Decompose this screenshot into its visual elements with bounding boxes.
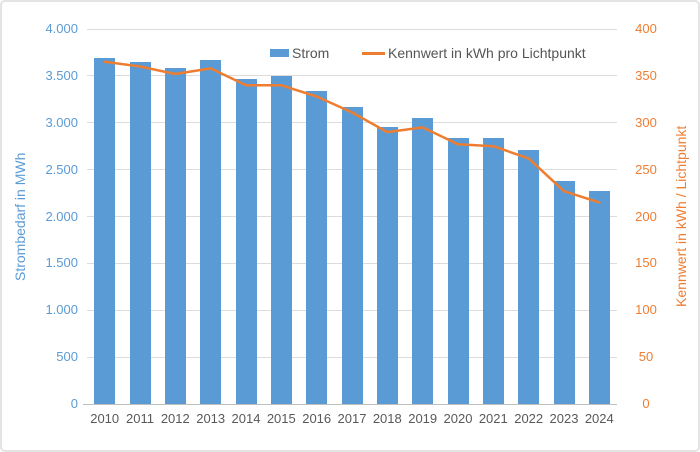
bar-2022 [518,149,540,404]
left-tick-label: 3.500 [45,67,78,83]
left-tick-label: 0 [70,396,78,411]
bar-2024 [588,191,610,404]
bar-2012 [164,68,186,404]
bar-2020 [447,138,469,404]
x-axis-line [83,403,617,405]
right-tick-label: 0 [642,396,650,411]
bar-2014 [235,79,257,404]
x-label-2018: 2018 [372,411,402,426]
x-label-2010: 2010 [90,411,120,426]
x-label-2019: 2019 [408,411,438,426]
left-tick-label: 1.000 [45,302,78,318]
gridline [87,75,617,77]
bar-2017 [341,106,363,404]
x-label-2024: 2024 [584,411,614,426]
bar-series-swatch-icon [270,49,289,57]
left-tick-label: 1.500 [45,255,78,271]
bar-2021 [482,138,504,404]
right-tick-label: 300 [635,114,657,130]
x-label-2023: 2023 [549,411,579,426]
bar-2018 [376,127,398,404]
bar-2011 [129,62,151,404]
right-tick-label: 150 [635,255,657,271]
kennwert-line [103,60,601,204]
bar-2019 [412,118,434,404]
right-tick-label: 250 [635,161,657,177]
legend-item-kennwert: Kennwert in kWh pro Lichtpunkt [362,44,586,62]
legend-item-strom: Strom [270,44,329,62]
right-tick-label: 50 [638,349,654,365]
right-tick-label: 350 [635,67,657,83]
x-label-2022: 2022 [514,411,544,426]
bar-2013 [200,59,222,404]
right-axis-title: Kennwert in kWh / Lichtpunkt [673,125,689,308]
right-tick-label: 400 [635,21,657,36]
bar-2023 [553,180,575,404]
left-tick-label: 500 [56,349,78,365]
plot-area [83,28,617,405]
bar-2015 [270,75,292,404]
x-label-2012: 2012 [160,411,190,426]
legend-label-strom: Strom [292,45,330,61]
line-series-swatch-icon [362,51,385,55]
x-label-2015: 2015 [266,411,296,426]
x-label-2021: 2021 [478,411,508,426]
x-label-2020: 2020 [443,411,473,426]
left-tick-label: 2.000 [45,208,78,224]
bar-2016 [306,91,328,404]
bar-2010 [94,57,116,404]
right-tick-label: 100 [635,302,657,318]
x-label-2017: 2017 [337,411,367,426]
x-label-2011: 2011 [126,411,154,426]
right-tick-label: 200 [635,208,657,224]
legend: Strom Kennwert in kWh pro Lichtpunkt [2,44,700,62]
x-label-2013: 2013 [196,411,226,426]
left-tick-label: 4.000 [45,21,78,36]
left-tick-label: 2.500 [45,161,78,177]
x-label-2014: 2014 [231,411,261,426]
gridline [87,28,617,30]
legend-label-kennwert: Kennwert in kWh pro Lichtpunkt [388,45,586,61]
left-tick-label: 3.000 [45,114,78,130]
x-label-2016: 2016 [302,411,332,426]
